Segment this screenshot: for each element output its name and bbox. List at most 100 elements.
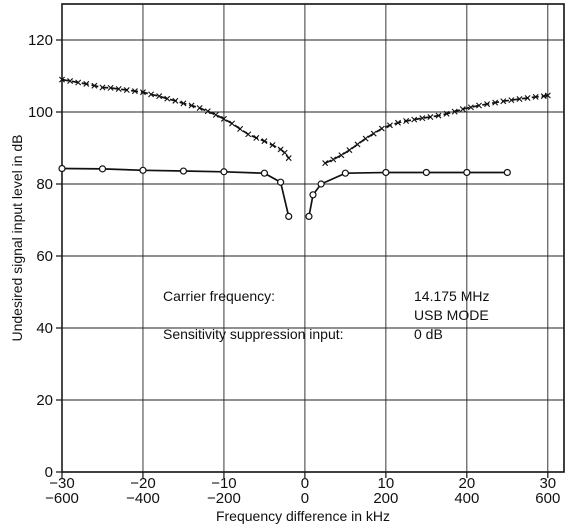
- plot-area: [61, 3, 565, 473]
- y-tick-label: 20: [36, 392, 53, 409]
- x-axis-label: Frequency difference in kHz: [216, 508, 390, 524]
- x-tick-label-bottom: 200: [373, 490, 398, 507]
- data-point-cross: [354, 141, 361, 148]
- data-point-cross: [427, 114, 434, 121]
- data-point-circle: [277, 178, 285, 186]
- data-point-cross: [346, 147, 353, 154]
- data-point-cross: [492, 99, 499, 106]
- carrier-frequency-label: Carrier frequency:: [163, 288, 275, 304]
- data-point-cross: [403, 118, 410, 124]
- data-point-cross: [484, 101, 491, 108]
- data-point-circle: [341, 169, 349, 177]
- data-point-cross: [220, 115, 227, 122]
- x-tick-label-top: −10: [211, 475, 236, 492]
- data-point-cross: [131, 88, 138, 95]
- y-tick-label: 120: [28, 32, 53, 49]
- x-tick-label-top: 0: [301, 475, 309, 492]
- data-point-cross: [443, 110, 450, 117]
- data-point-circle: [503, 168, 511, 177]
- x-tick-label-bottom: −600: [45, 490, 79, 507]
- data-point-circle: [309, 191, 317, 199]
- data-point-cross: [330, 156, 337, 163]
- data-point-cross: [451, 108, 458, 115]
- data-point-cross: [156, 93, 163, 100]
- y-tick-label: 100: [28, 104, 53, 121]
- sensitivity-suppression-value: 0 dB: [414, 326, 443, 342]
- data-point-cross: [59, 76, 65, 83]
- data-point-cross: [204, 108, 211, 115]
- data-point-cross: [91, 82, 98, 89]
- data-point-cross: [99, 84, 106, 91]
- series-o-line-left: [61, 167, 290, 217]
- data-point-cross: [164, 95, 171, 102]
- data-point-circle: [317, 180, 325, 188]
- data-point-cross: [435, 112, 442, 119]
- data-point-cross: [322, 160, 329, 167]
- data-point-cross: [362, 135, 369, 142]
- data-point-cross: [148, 91, 155, 98]
- series-x-line-right: [324, 94, 548, 164]
- data-point-cross: [467, 104, 474, 111]
- x-tick-label-bottom: 600: [535, 490, 560, 507]
- data-point-cross: [500, 98, 507, 105]
- data-point-cross: [544, 92, 551, 99]
- x-tick-label-bottom: −400: [126, 490, 160, 507]
- data-point-cross: [253, 134, 260, 141]
- data-point-cross: [395, 119, 402, 126]
- y-tick-label: 0: [45, 464, 53, 481]
- data-point-cross: [139, 89, 146, 96]
- data-point-cross: [411, 116, 418, 123]
- x-tick-label-bottom: −200: [207, 490, 241, 507]
- data-point-cross: [277, 146, 284, 153]
- grid: [61, 4, 564, 472]
- data-point-cross: [459, 106, 466, 113]
- x-tick-label-top: −30: [49, 475, 74, 492]
- data-point-cross: [386, 122, 393, 129]
- data-point-circle: [260, 169, 269, 177]
- data-point-circle: [58, 164, 66, 173]
- data-point-cross: [107, 84, 114, 91]
- data-point-circle: [285, 212, 293, 220]
- data-point-circle: [98, 165, 107, 173]
- data-point-cross: [212, 111, 219, 118]
- data-point-circle: [179, 167, 188, 175]
- data-point-circle: [382, 168, 390, 177]
- y-tick-label: 60: [36, 248, 53, 265]
- data-point-cross: [115, 85, 122, 92]
- data-point-cross: [123, 87, 130, 94]
- data-point-circle: [220, 168, 228, 176]
- x-tick-label-top: 10: [378, 475, 395, 492]
- mode-label: USB MODE: [414, 307, 489, 323]
- data-point-cross: [83, 80, 90, 87]
- y-tick-label: 80: [36, 176, 53, 193]
- data-point-cross: [419, 115, 426, 122]
- data-point-cross: [229, 120, 236, 127]
- data-point-cross: [261, 138, 268, 145]
- data-point-cross: [516, 96, 523, 103]
- data-point-circle: [422, 168, 430, 177]
- x-tick-label-bottom: 0: [301, 490, 309, 507]
- carrier-frequency-value: 14.175 MHz: [414, 288, 489, 304]
- sensitivity-suppression-label: Sensitivity suppression input:: [163, 326, 344, 342]
- data-point-cross: [245, 131, 252, 138]
- data-point-cross: [532, 93, 539, 100]
- x-tick-label-bottom: 400: [454, 490, 479, 507]
- data-point-cross: [188, 102, 195, 109]
- data-point-cross: [338, 152, 345, 159]
- data-point-cross: [378, 125, 385, 132]
- data-point-circle: [139, 166, 147, 174]
- data-point-circle: [305, 212, 313, 220]
- data-point-cross: [475, 102, 482, 109]
- data-point-cross: [524, 94, 531, 101]
- data-point-cross: [370, 130, 377, 137]
- data-point-cross: [75, 79, 82, 86]
- markers: [58, 76, 551, 220]
- data-point-cross: [237, 125, 244, 132]
- data-point-cross: [67, 78, 74, 85]
- series-o-line-right: [308, 171, 508, 217]
- data-point-cross: [196, 105, 203, 112]
- data-point-cross: [285, 155, 292, 162]
- x-tick-label-top: 30: [539, 475, 556, 492]
